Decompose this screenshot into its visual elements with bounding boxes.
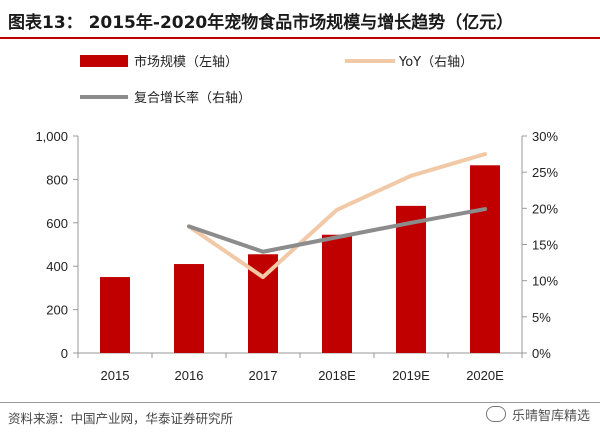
- legend-label-cagr: 复合增长率（右轴）: [134, 90, 251, 106]
- left-tick-label: 600: [46, 216, 68, 231]
- bar: [396, 205, 426, 353]
- left-tick-label: 800: [46, 172, 68, 187]
- chart-title: 图表13： 2015年-2020年宠物食品市场规模与增长趋势（亿元）: [8, 13, 514, 33]
- series-line-cagr: [187, 207, 487, 254]
- bar: [174, 264, 204, 353]
- source-note: 资料来源：中国产业网，华泰证券研究所: [8, 411, 234, 426]
- x-tick-label: 2015: [101, 368, 130, 383]
- watermark: 乐晴智库精选: [485, 405, 590, 424]
- bars: [100, 165, 500, 353]
- right-tick-label: 25%: [532, 165, 558, 180]
- legend-label-yoy: YoY（右轴）: [398, 55, 473, 70]
- watermark-text: 乐晴智库精选: [511, 409, 590, 424]
- left-tick-label: 400: [46, 259, 68, 274]
- footer-divider: [0, 402, 600, 403]
- x-tick-label: 2018E: [318, 368, 356, 383]
- legend-swatch-bar: [80, 55, 128, 67]
- right-tick-label: 15%: [532, 238, 558, 253]
- right-tick-label: 30%: [532, 129, 558, 144]
- right-tick-label: 0%: [532, 346, 551, 361]
- x-tick-label: 2019E: [392, 368, 430, 383]
- wechat-icon: [485, 406, 506, 422]
- bar: [100, 277, 130, 353]
- right-tick-label: 5%: [532, 310, 551, 325]
- x-tick-label: 2020E: [466, 368, 504, 383]
- legend-label-bar: 市场规模（左轴）: [134, 54, 238, 70]
- bar: [322, 234, 352, 353]
- chart: 市场规模（左轴） YoY（右轴） 复合增长率（右轴） 0 200 400 600 800 1,…: [35, 54, 558, 383]
- title-divider: [0, 37, 600, 39]
- right-tick-label: 20%: [532, 201, 558, 216]
- right-tick-label: 10%: [532, 274, 558, 289]
- left-tick-label: 0: [61, 346, 68, 361]
- title-bar: 图表13： 2015年-2020年宠物食品市场规模与增长趋势（亿元）: [0, 0, 600, 39]
- bar: [470, 165, 500, 353]
- left-tick-label: 1,000: [35, 129, 68, 144]
- axes: 0 200 400 600 800 1,000 0% 5% 10% 15% 20% 25% 30% 201…: [35, 129, 558, 383]
- legend: 市场规模（左轴） YoY（右轴） 复合增长率（右轴）: [80, 54, 473, 106]
- lines: [187, 152, 487, 280]
- series-line-yoy: [187, 152, 487, 280]
- x-tick-label: 2017: [249, 368, 278, 383]
- left-tick-label: 200: [46, 303, 68, 318]
- x-tick-label: 2016: [175, 368, 204, 383]
